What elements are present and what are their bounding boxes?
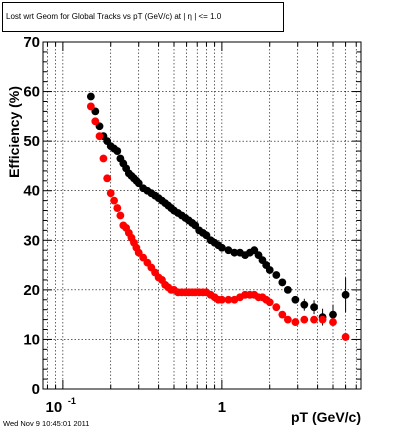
data-point [113,147,122,155]
data-point [278,278,287,287]
data-point [272,303,281,312]
x-tick-label-exponent: -1 [68,396,76,406]
series-1 [86,102,350,341]
data-point [110,196,118,205]
plot-title: Lost wrt Geom for Global Tracks vs pT (G… [2,2,284,32]
data-point [134,179,143,188]
data-point [265,266,274,274]
data-point [86,102,95,111]
data-point [283,285,292,294]
data-point [291,295,300,304]
data-point [224,246,233,255]
data-point [134,248,143,257]
x-tick-label: 1 [218,399,226,416]
data-point [99,154,108,163]
data-point [230,248,239,257]
data-point [318,315,327,324]
data-point [106,189,115,198]
x-tick-label: 10 [46,399,63,416]
data-point [86,92,95,101]
y-tick-label: 10 [23,331,40,348]
data-point [329,310,337,319]
series-0 [86,92,350,326]
data-point [300,315,309,324]
y-tick-label: 0 [32,381,40,398]
axes: 0 10 20 30 40 50 60 70 10 -1 1 [23,34,362,416]
y-tick-label: 50 [23,133,40,150]
data-point [310,315,318,324]
y-tick-label: 30 [23,232,40,249]
data-point [283,315,292,324]
data-point [91,117,100,126]
y-tick-label: 40 [23,183,40,200]
data-point [278,310,287,319]
data-series [86,92,350,341]
data-point [272,271,281,279]
x-axis-title: pT (GeV/c) [291,409,361,425]
y-tick-label: 20 [23,282,40,299]
data-point [217,295,226,304]
data-point [224,295,233,304]
data-point [217,243,226,252]
data-point [300,300,309,309]
data-point [341,290,350,299]
data-point [291,318,300,326]
y-tick-label: 60 [23,84,40,101]
data-point [341,333,350,341]
y-axis-title: Efficiency (%) [6,86,22,178]
data-point [95,132,104,141]
data-point [329,318,337,326]
y-tick-label: 70 [23,34,40,51]
data-point [91,107,100,116]
timestamp: Wed Nov 9 10:45:01 2011 [3,419,90,428]
data-point [113,204,122,212]
data-point [116,211,125,220]
data-point [310,303,318,312]
plot-frame [42,41,362,390]
data-point [265,298,274,307]
data-point [103,174,112,183]
